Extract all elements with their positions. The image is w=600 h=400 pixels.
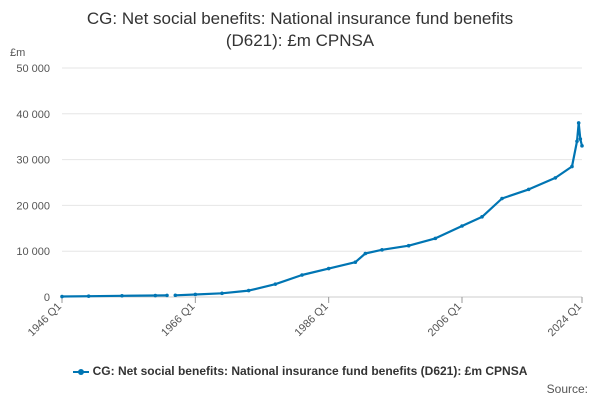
data-point bbox=[326, 266, 331, 271]
gridlines bbox=[62, 67, 582, 298]
data-point bbox=[246, 288, 251, 293]
data-point bbox=[353, 260, 358, 264]
series-line bbox=[175, 121, 584, 297]
data-point bbox=[86, 294, 91, 298]
y-tick-label: 10 000 bbox=[16, 246, 50, 258]
data-point bbox=[575, 139, 579, 144]
data-point bbox=[273, 282, 278, 286]
data-point bbox=[500, 196, 504, 201]
series-line bbox=[61, 294, 168, 298]
data-point bbox=[380, 248, 384, 252]
data-point bbox=[60, 294, 64, 299]
y-tick-label: 20 000 bbox=[16, 200, 50, 212]
data-point bbox=[120, 294, 124, 298]
y-tick-label: 50 000 bbox=[16, 63, 50, 75]
y-tick-label: 0 bbox=[44, 292, 50, 304]
y-tick-label: 30 000 bbox=[16, 155, 50, 167]
legend-label: CG: Net social benefits: National insura… bbox=[92, 364, 528, 378]
data-point bbox=[570, 164, 574, 169]
data-point bbox=[580, 144, 584, 148]
data-point bbox=[363, 251, 368, 256]
data-point bbox=[578, 137, 583, 141]
data-point bbox=[173, 293, 178, 298]
data-point bbox=[153, 293, 158, 298]
x-tick-label: 1966 Q1 bbox=[159, 301, 197, 339]
data-point bbox=[460, 224, 464, 228]
data-point bbox=[553, 176, 558, 180]
x-tick-label: 1946 Q1 bbox=[26, 301, 64, 339]
data-point bbox=[480, 215, 484, 219]
data-point bbox=[576, 121, 581, 125]
x-tick-label: 2024 Q1 bbox=[546, 301, 584, 339]
y-tick-label: 40 000 bbox=[16, 109, 50, 121]
data-point bbox=[300, 273, 304, 277]
legend[interactable]: CG: Net social benefits: National insura… bbox=[0, 364, 600, 378]
data-point bbox=[220, 291, 224, 296]
legend-line-marker-icon bbox=[72, 367, 89, 377]
chart-title-line-2: (D621): £m CPNSA bbox=[225, 31, 375, 50]
source-label: Source: bbox=[546, 382, 588, 396]
y-axis-label: £m bbox=[10, 47, 25, 59]
x-tick-label: 1986 Q1 bbox=[292, 301, 330, 339]
chart-title-line-1: CG: Net social benefits: National insura… bbox=[86, 9, 514, 28]
data-point bbox=[406, 243, 411, 248]
data-point bbox=[193, 292, 198, 297]
series-layer bbox=[60, 121, 584, 299]
data-point bbox=[526, 187, 531, 192]
x-tick-label: 2006 Q1 bbox=[426, 301, 464, 339]
data-point bbox=[165, 293, 169, 298]
data-point bbox=[433, 236, 438, 241]
chart-title: CG: Net social benefits: National insura… bbox=[0, 8, 600, 52]
